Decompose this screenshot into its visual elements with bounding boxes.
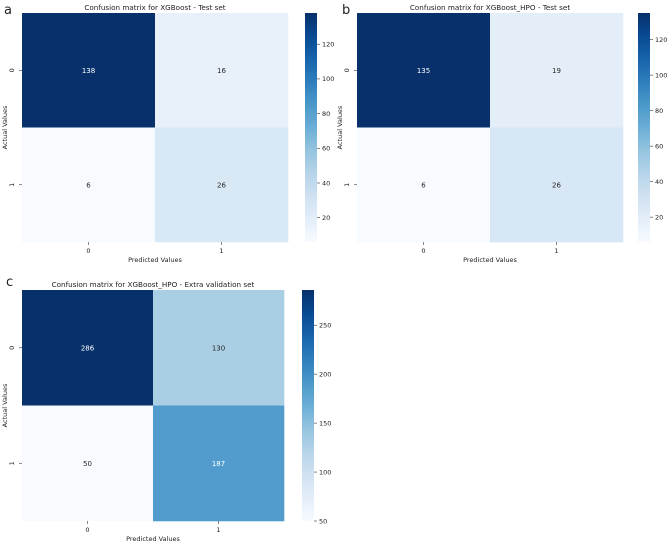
y-tick-label: 0 — [343, 68, 351, 72]
heatmap-cell-0-0 — [357, 13, 491, 128]
colorbar-tick-label: 20 — [655, 213, 663, 221]
x-tick-label: 0 — [421, 247, 425, 255]
colorbar-tick-label: 20 — [322, 214, 330, 222]
colorbar — [302, 290, 314, 521]
colorbar-tick-label: 100 — [655, 71, 667, 79]
cell-value-label: 19 — [552, 67, 561, 75]
cell-value-label: 130 — [212, 344, 225, 352]
y-axis-label: Actual Values — [1, 105, 9, 149]
heatmap-panel-b: b Confusion matrix for XGBoost_HPO - Test… — [336, 3, 667, 264]
heatmap-cell-0-0 — [22, 290, 154, 406]
y-tick-label: 1 — [343, 183, 351, 187]
y-axis-label: Actual Values — [1, 383, 9, 427]
colorbar — [638, 13, 650, 242]
colorbar-tick-label: 80 — [322, 110, 330, 118]
heatmap-cell-0-0 — [22, 13, 156, 128]
colorbar-tick-label: 40 — [322, 179, 330, 187]
cell-value-label: 50 — [83, 460, 92, 468]
cell-value-label: 16 — [217, 67, 226, 75]
colorbar-tick-label: 120 — [322, 41, 334, 49]
colorbar-tick-label: 120 — [655, 36, 667, 44]
chart-title: Confusion matrix for XGBoost_HPO - Test … — [410, 3, 570, 12]
x-tick-label: 1 — [216, 526, 220, 534]
heatmap-cell-1-0 — [22, 405, 154, 522]
colorbar-tick-label: 150 — [319, 419, 331, 427]
heatmap-cell-1-0 — [22, 127, 156, 243]
panel-label: a — [4, 3, 12, 18]
cell-value-label: 135 — [417, 67, 430, 75]
colorbar-tick-label: 100 — [322, 75, 334, 83]
heatmap-cell-1-1 — [155, 127, 289, 243]
cell-value-label: 26 — [217, 181, 226, 189]
chart-title: Confusion matrix for XGBoost_HPO - Extra… — [52, 280, 255, 289]
heatmap-cell-1-0 — [357, 127, 491, 243]
x-axis-label: Predicted Values — [126, 535, 180, 543]
heatmap-cell-0-1 — [155, 13, 289, 128]
colorbar-tick-label: 100 — [319, 468, 331, 476]
colorbar-tick-label: 60 — [655, 142, 663, 150]
panel-label: b — [342, 3, 350, 18]
colorbar-tick-label: 50 — [319, 517, 327, 525]
colorbar-tick-label: 60 — [322, 145, 330, 153]
cell-value-label: 286 — [81, 344, 95, 352]
panel-label: c — [6, 275, 13, 290]
heatmap-cell-0-1 — [490, 13, 624, 128]
heatmap-panel-c: c Confusion matrix for XGBoost_HPO - Extr… — [1, 275, 331, 543]
y-tick-label: 0 — [8, 346, 16, 350]
x-tick-label: 1 — [554, 247, 558, 255]
y-axis-label: Actual Values — [336, 105, 344, 149]
colorbar-tick-label: 80 — [655, 107, 663, 115]
cell-value-label: 6 — [421, 181, 426, 189]
x-tick-label: 0 — [86, 247, 90, 255]
colorbar — [305, 13, 317, 242]
colorbar-tick-label: 40 — [655, 178, 663, 186]
heatmap-cell-1-1 — [153, 405, 285, 522]
chart-title: Confusion matrix for XGBoost - Test set — [84, 3, 225, 12]
cell-value-label: 26 — [552, 181, 561, 189]
x-tick-label: 1 — [219, 247, 223, 255]
x-axis-label: Predicted Values — [463, 256, 517, 264]
cell-value-label: 138 — [82, 67, 95, 75]
y-tick-label: 1 — [8, 183, 16, 187]
x-axis-label: Predicted Values — [128, 256, 182, 264]
heatmap-cell-0-1 — [153, 290, 285, 406]
heatmap-panel-a: a Confusion matrix for XGBoost - Test set… — [1, 3, 334, 264]
y-tick-label: 1 — [8, 461, 16, 465]
colorbar-tick-label: 200 — [319, 370, 331, 378]
x-tick-label: 0 — [85, 526, 89, 534]
colorbar-tick-label: 250 — [319, 322, 331, 330]
cell-value-label: 187 — [212, 460, 225, 468]
cell-value-label: 6 — [86, 181, 91, 189]
y-tick-label: 0 — [8, 68, 16, 72]
heatmap-cell-1-1 — [490, 127, 624, 243]
